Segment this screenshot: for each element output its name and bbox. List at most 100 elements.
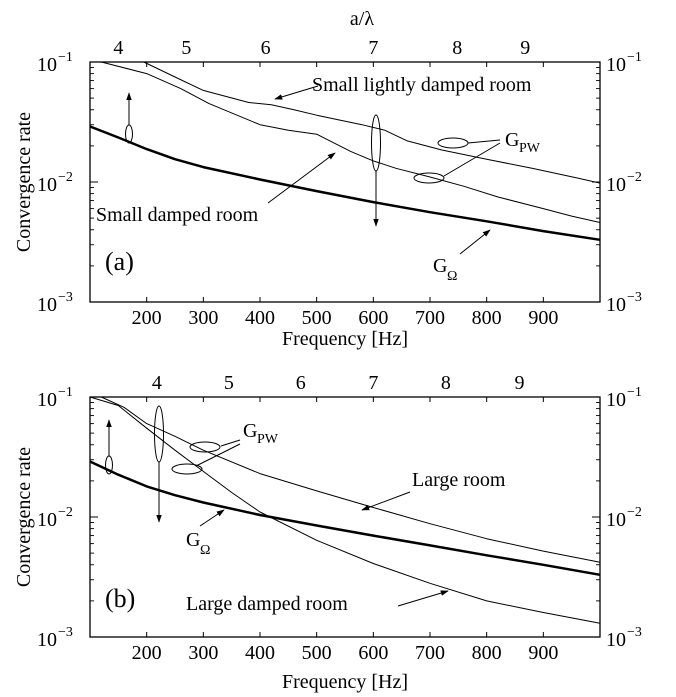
y-tick-label-right: 10: [606, 389, 626, 411]
y-tick-label-right: 10: [606, 509, 626, 531]
annotation-g-omega-b: G Ω: [186, 529, 210, 558]
indicator-ellipse: [371, 114, 381, 172]
top-tick-label: 8: [452, 37, 462, 59]
x-tick-label: 500: [302, 307, 332, 329]
annotation-arrow: [267, 152, 336, 204]
top-tick-label: 7: [368, 37, 378, 59]
plot-frame-a: [89, 61, 601, 303]
annotation-pointer: [443, 142, 501, 177]
y-tick-exponent-right: −3: [627, 290, 642, 305]
gpw-ellipse: [189, 441, 221, 453]
y-tick-label: 10: [37, 389, 57, 411]
y-tick-label-right: 10: [606, 629, 626, 651]
y-tick-exponent: −3: [58, 290, 73, 305]
series-line-3: [89, 125, 601, 242]
series-line-1: [143, 61, 601, 184]
x-tick-label: 800: [472, 642, 502, 664]
x-tick-label: 700: [415, 307, 445, 329]
x-tick-label: 700: [415, 642, 445, 664]
annotation-arrow: [361, 491, 411, 511]
x-tick-label: 900: [528, 642, 558, 664]
annotation-arrow: [397, 590, 449, 607]
top-tick-label: 5: [224, 372, 234, 394]
annotation-large-room: Large room: [412, 469, 506, 491]
y-tick-exponent: −3: [58, 625, 73, 640]
gpw-ellipse: [413, 172, 445, 184]
top-tick-label: 4: [152, 372, 162, 394]
x-tick-label: 400: [245, 642, 275, 664]
y-tick-label-right: 10: [606, 294, 626, 316]
x-axis-label-b: Frequency [Hz]: [282, 671, 408, 693]
panel-a-series: [89, 61, 601, 242]
annotation-large-damped-room: Large damped room: [186, 593, 348, 615]
y-tick-label-right: 10: [606, 54, 626, 76]
annotation-pointer: [220, 439, 241, 447]
x-axis-label-a: Frequency [Hz]: [282, 328, 408, 350]
g-omega-main: G: [433, 255, 447, 277]
g-pw-sub: PW: [519, 141, 541, 156]
top-tick-label: 6: [261, 37, 271, 59]
g-pw-main: G: [505, 129, 519, 151]
top-tick-label: 5: [181, 37, 191, 59]
x-tick-label: 600: [358, 307, 388, 329]
x-tick-label: 800: [472, 307, 502, 329]
y-tick-label: 10: [37, 629, 57, 651]
annotation-arrow: [459, 229, 491, 255]
top-axis-label: a/λ: [350, 8, 374, 30]
annotation-g-pw-b: G PW: [243, 420, 279, 447]
y-tick-label: 10: [37, 294, 57, 316]
annotation-pointer: [195, 443, 241, 467]
panel-label-a: (a): [105, 247, 134, 276]
y-tick-exponent-right: −1: [627, 385, 642, 400]
x-tick-label: 400: [245, 307, 275, 329]
annotation-pointer: [467, 139, 501, 144]
series-line-1: [101, 396, 601, 563]
y-tick-exponent-right: −3: [627, 625, 642, 640]
top-tick-label: 9: [515, 372, 525, 394]
gpw-ellipse: [171, 463, 203, 475]
x-tick-label: 200: [132, 307, 162, 329]
annotation-arrow: [274, 85, 319, 100]
indicator-ellipse: [154, 405, 164, 463]
y-tick-exponent-right: −1: [627, 50, 642, 65]
g-omega-sub: Ω: [447, 269, 457, 284]
annotation-g-omega-a: G Ω: [433, 255, 457, 284]
x-tick-label: 900: [528, 307, 558, 329]
panel-b-series: [89, 396, 601, 624]
top-tick-label: 9: [520, 37, 530, 59]
annotation-small-damped-room: Small damped room: [96, 204, 259, 226]
top-tick-label: 6: [296, 372, 306, 394]
y-tick-exponent-right: −2: [627, 505, 642, 520]
series-line-2: [89, 396, 601, 624]
annotation-g-pw-a: G PW: [505, 129, 541, 156]
y-tick-label: 10: [37, 54, 57, 76]
top-tick-label: 8: [441, 372, 451, 394]
g-pw-main: G: [243, 420, 257, 442]
x-tick-label: 200: [132, 642, 162, 664]
y-tick-label-right: 10: [606, 174, 626, 196]
y-axis-label-a: Convergence rate: [13, 112, 35, 252]
y-tick-exponent: −1: [58, 50, 73, 65]
y-tick-exponent-right: −2: [627, 170, 642, 185]
annotation-small-lightly-damped-room: Small lightly damped room: [312, 74, 532, 96]
x-tick-label: 300: [188, 307, 218, 329]
x-tick-label: 300: [188, 642, 218, 664]
series-line-3: [89, 460, 601, 577]
series-line-2: [101, 61, 601, 223]
x-tick-label: 600: [358, 642, 388, 664]
y-tick-exponent: −2: [58, 505, 73, 520]
panel-label-b: (b): [105, 584, 135, 613]
y-tick-label: 10: [37, 174, 57, 196]
y-axis-label-b: Convergence rate: [13, 447, 35, 587]
indicator-ellipse: [125, 124, 133, 144]
gpw-ellipse: [437, 137, 469, 149]
y-tick-label: 10: [37, 509, 57, 531]
y-tick-exponent: −1: [58, 385, 73, 400]
top-tick-label: 4: [113, 37, 123, 59]
x-tick-label: 500: [302, 642, 332, 664]
y-tick-exponent: −2: [58, 170, 73, 185]
